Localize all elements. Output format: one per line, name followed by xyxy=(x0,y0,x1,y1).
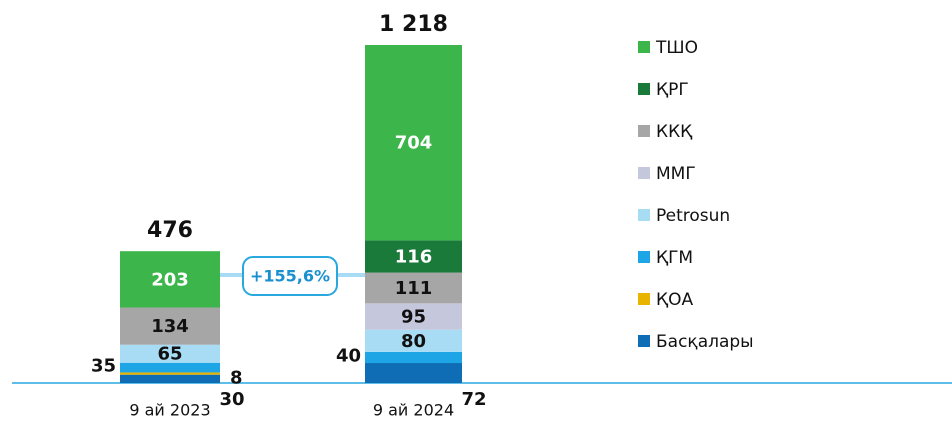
value-label: 134 xyxy=(151,316,189,337)
value-label: 80 xyxy=(401,331,426,352)
annotation: +155,6% xyxy=(250,267,330,286)
legend-label: Petrosun xyxy=(656,206,730,226)
bar-segment xyxy=(365,351,462,364)
value-label: 40 xyxy=(336,345,361,366)
bar-segment xyxy=(120,362,220,373)
value-label: 95 xyxy=(401,307,426,328)
total-label: 476 xyxy=(147,218,193,243)
legend-label: ҚГМ xyxy=(656,248,693,268)
value-label: 72 xyxy=(461,389,486,410)
legend-swatch xyxy=(638,167,650,179)
bar-segment xyxy=(365,363,462,383)
legend-label: ҚРГ xyxy=(656,80,689,100)
x-tick-label: 9 ай 2023 xyxy=(129,401,210,420)
value-label: 35 xyxy=(91,356,116,377)
legend-swatch xyxy=(638,209,650,221)
legend-swatch xyxy=(638,293,650,305)
legend-label: ҚОА xyxy=(656,290,693,310)
legend-swatch xyxy=(638,251,650,263)
bar-segment xyxy=(365,303,462,330)
value-label: 203 xyxy=(151,269,189,290)
legend-swatch xyxy=(638,83,650,95)
annotation-box xyxy=(242,256,338,296)
bar-segment xyxy=(120,307,220,345)
legend-label: ММГ xyxy=(656,164,696,184)
bar-segment xyxy=(120,251,220,308)
bar-segment xyxy=(120,374,220,383)
x-tick-label: 9 ай 2024 xyxy=(373,401,454,420)
legend-label: ТШО xyxy=(655,38,698,58)
legend-label: Басқалары xyxy=(656,332,754,352)
value-label: 30 xyxy=(219,389,244,410)
bar-segment xyxy=(365,272,462,304)
bar-segment xyxy=(120,344,220,363)
bar-segment xyxy=(365,329,462,352)
total-label: 1 218 xyxy=(379,12,448,37)
value-label: 65 xyxy=(157,344,182,365)
legend-label: ККҚ xyxy=(656,122,693,142)
value-label: 116 xyxy=(395,246,433,267)
value-label: 8 xyxy=(230,368,243,389)
legend-swatch xyxy=(638,41,650,53)
bar-segment xyxy=(365,45,462,241)
legend-swatch xyxy=(638,335,650,347)
bar-segment xyxy=(120,372,220,375)
value-label: 111 xyxy=(395,278,433,299)
bar-segment xyxy=(365,240,462,273)
value-label: 704 xyxy=(395,133,433,154)
legend-swatch xyxy=(638,125,650,137)
